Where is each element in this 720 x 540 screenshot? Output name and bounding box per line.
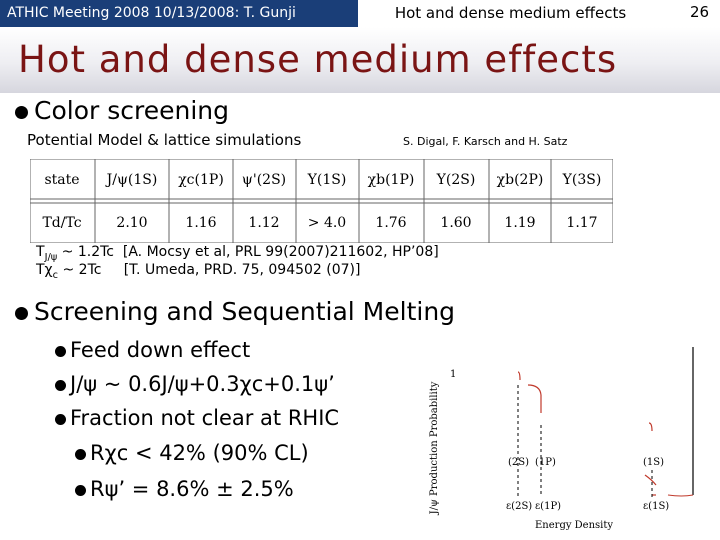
list-subitem: Rψ’ = 8.6% ± 2.5%	[75, 477, 294, 501]
dissociation-table: state J/ψ(1S) χc(1P) ψ'(2S) Υ(1S) χb(1P)…	[30, 159, 613, 243]
bullet-icon	[15, 306, 28, 320]
list-subitem-text: Rψ’ = 8.6% ± 2.5%	[90, 477, 294, 501]
citation: S. Digal, F. Karsch and H. Satz	[403, 135, 568, 148]
table-state: J/ψ(1S)	[105, 172, 158, 188]
table-value: 1.16	[185, 215, 216, 231]
table-state: ψ'(2S)	[242, 172, 286, 188]
table-value: > 4.0	[308, 215, 346, 231]
figure-step-curve	[527, 384, 542, 413]
figure-step-curve	[517, 371, 521, 381]
table-state: χb(2P)	[497, 172, 544, 188]
figure-step-curve	[644, 474, 657, 486]
color-screening-label: Color screening	[34, 96, 229, 125]
bullet-icon	[55, 379, 66, 391]
figure-step-curve	[667, 494, 694, 497]
ref-text: ~ 1.2Tc [A. Mocsy et al, PRL 99(2007)211…	[57, 244, 439, 260]
page-number: 26	[690, 3, 710, 21]
ref-text: ~ 2Tc [T. Umeda, PRD. 75, 094502 (07)]	[58, 262, 361, 278]
table-state: χc(1P)	[178, 172, 224, 188]
bullet-icon	[55, 345, 66, 357]
bullet-sequential-melting: Screening and Sequential Melting	[15, 297, 455, 326]
bullet-icon	[75, 448, 86, 460]
figure-label: ε(1S)	[643, 501, 669, 512]
table-state: Υ(1S)	[307, 172, 347, 188]
table-state-label: state	[44, 172, 79, 188]
table-state: χb(1P)	[368, 172, 415, 188]
sequential-melting-figure: J/ψ Production Probability 1 (2S) (1P) (…	[429, 347, 694, 531]
list-item: Feed down effect	[55, 338, 250, 362]
meeting-header: ATHIC Meeting 2008 10/13/2008: T. Gunji	[0, 0, 358, 27]
list-item-text: J/ψ ~ 0.6J/ψ+0.3χc+0.1ψ’	[70, 372, 335, 396]
figure-ytick: 1	[450, 369, 456, 380]
ref-symbol: T	[36, 244, 45, 260]
bullet-color-screening: Color screening	[15, 96, 229, 125]
ref-chic: Tχc ~ 2Tc [T. Umeda, PRD. 75, 094502 (07…	[36, 262, 360, 284]
list-item-text: Feed down effect	[70, 338, 251, 362]
potential-model-label: Potential Model & lattice simulations	[27, 131, 302, 149]
figure-step-curve	[648, 422, 653, 432]
bullet-icon	[55, 413, 66, 425]
bullet-icon	[15, 105, 28, 119]
list-subitem-text: Rχc < 42% (90% CL)	[90, 441, 309, 465]
list-item: J/ψ ~ 0.6J/ψ+0.3χc+0.1ψ’	[55, 372, 335, 396]
ref-symbol: Tχ	[36, 262, 53, 278]
table-state: Υ(2S)	[436, 172, 476, 188]
figure-label: (1S)	[643, 457, 664, 468]
table-value: 1.17	[566, 215, 597, 231]
figure-ylabel: J/ψ Production Probability	[429, 381, 440, 515]
figure-label: (2S)	[508, 457, 529, 468]
list-item: Fraction not clear at RHIC	[55, 406, 339, 430]
list-item-text: Fraction not clear at RHIC	[70, 406, 340, 430]
figure-label: (1P)	[535, 457, 556, 468]
list-subitem: Rχc < 42% (90% CL)	[75, 441, 309, 465]
table-value: 1.19	[504, 215, 535, 231]
title-band	[0, 27, 720, 93]
ref-jpsi: TJ/ψ ~ 1.2Tc [A. Mocsy et al, PRL 99(200…	[36, 244, 439, 266]
bullet-icon	[75, 484, 86, 496]
figure-xlabel: Energy Density	[535, 520, 613, 531]
section-header: Hot and dense medium effects	[358, 0, 663, 27]
ref-subscript: c	[52, 269, 59, 281]
table-value: 1.76	[375, 215, 406, 231]
figure-label: ε(1P)	[535, 501, 561, 512]
table-value: 1.12	[248, 215, 279, 231]
table-state: Υ(3S)	[562, 172, 602, 188]
figure-label: ε(2S)	[506, 501, 532, 512]
table-td-label: Td/Tc	[42, 215, 81, 231]
sequential-melting-label: Screening and Sequential Melting	[34, 297, 456, 326]
table-value: 1.60	[440, 215, 471, 231]
table-value: 2.10	[116, 215, 147, 231]
slide-title: Hot and dense medium effects	[18, 38, 618, 81]
ref-subscript: J/ψ	[44, 251, 58, 263]
